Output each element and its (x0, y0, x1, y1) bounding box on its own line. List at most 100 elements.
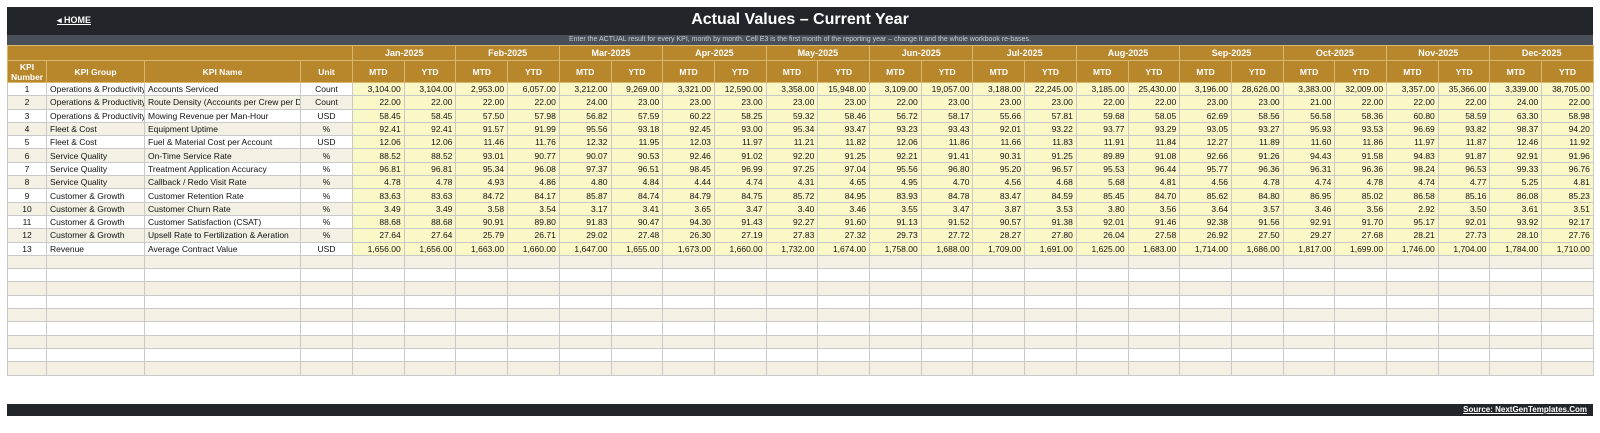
empty-cell[interactable] (300, 254, 353, 270)
ytd-value-cell[interactable]: 27.72 (920, 228, 974, 243)
empty-cell[interactable] (1541, 294, 1594, 310)
empty-cell[interactable] (1127, 308, 1181, 323)
empty-cell[interactable] (507, 308, 560, 323)
empty-cell[interactable] (817, 308, 871, 323)
mtd-value-cell[interactable]: 23.00 (972, 95, 1026, 110)
empty-cell[interactable] (403, 347, 457, 363)
empty-cell[interactable] (46, 281, 145, 296)
empty-cell[interactable] (920, 321, 974, 336)
mtd-value-cell[interactable]: 91.83 (558, 214, 612, 230)
empty-cell[interactable] (403, 321, 457, 336)
ytd-value-cell[interactable]: 91.02 (713, 148, 767, 163)
empty-cell[interactable] (507, 254, 560, 270)
mtd-value-cell[interactable]: 99.33 (1489, 161, 1543, 177)
ytd-value-cell[interactable]: 84.95 (817, 188, 871, 203)
mtd-value-cell[interactable]: 94.83 (1386, 148, 1439, 163)
ytd-value-cell[interactable]: 91.60 (817, 214, 871, 230)
empty-cell[interactable] (144, 334, 301, 349)
ytd-value-cell[interactable]: 27.68 (1334, 228, 1388, 243)
empty-cell[interactable] (1437, 347, 1491, 363)
empty-cell[interactable] (713, 294, 767, 310)
empty-cell[interactable] (507, 361, 560, 376)
empty-cell[interactable] (713, 321, 767, 336)
kpi-number-cell[interactable]: 3 (7, 108, 47, 123)
empty-cell[interactable] (1386, 254, 1439, 270)
mtd-value-cell[interactable]: 3,109.00 (869, 81, 922, 97)
empty-cell[interactable] (1489, 361, 1543, 376)
mtd-value-cell[interactable]: 3.80 (1075, 201, 1129, 216)
ytd-value-cell[interactable]: 85.02 (1334, 188, 1388, 203)
empty-cell[interactable] (1127, 294, 1181, 310)
mtd-value-cell[interactable]: 1,784.00 (1489, 241, 1543, 256)
empty-cell[interactable] (765, 334, 819, 349)
empty-cell[interactable] (300, 268, 353, 283)
ytd-value-cell[interactable]: 96.51 (610, 161, 664, 177)
unit-cell[interactable]: % (300, 161, 353, 177)
ytd-value-cell[interactable]: 58.36 (1334, 108, 1388, 123)
empty-cell[interactable] (455, 281, 509, 296)
mtd-value-cell[interactable]: 90.07 (558, 148, 612, 163)
empty-cell[interactable] (713, 254, 767, 270)
empty-cell[interactable] (1282, 254, 1336, 270)
empty-cell[interactable] (507, 321, 560, 336)
ytd-value-cell[interactable]: 93.00 (713, 121, 767, 137)
empty-cell[interactable] (972, 254, 1026, 270)
empty-cell[interactable] (1334, 294, 1388, 310)
mtd-value-cell[interactable]: 59.32 (765, 108, 819, 123)
mtd-value-cell[interactable]: 97.37 (558, 161, 612, 177)
mtd-value-cell[interactable]: 55.66 (972, 108, 1026, 123)
empty-cell[interactable] (1541, 347, 1594, 363)
ytd-value-cell[interactable]: 58.98 (1541, 108, 1594, 123)
empty-cell[interactable] (403, 361, 457, 376)
mtd-value-cell[interactable]: 12.06 (352, 135, 405, 150)
kpi-name-cell[interactable]: Equipment Uptime (144, 121, 301, 137)
unit-cell[interactable]: % (300, 175, 353, 190)
ytd-value-cell[interactable]: 11.87 (1437, 135, 1491, 150)
kpi-number-cell[interactable]: 5 (7, 135, 47, 150)
empty-cell[interactable] (144, 347, 301, 363)
mtd-value-cell[interactable]: 59.68 (1075, 108, 1129, 123)
ytd-value-cell[interactable]: 3.41 (610, 201, 664, 216)
ytd-value-cell[interactable]: 27.76 (1541, 228, 1594, 243)
mtd-value-cell[interactable]: 1,746.00 (1386, 241, 1439, 256)
empty-cell[interactable] (1024, 321, 1077, 336)
empty-cell[interactable] (300, 294, 353, 310)
empty-cell[interactable] (352, 254, 405, 270)
mtd-value-cell[interactable]: 95.17 (1386, 214, 1439, 230)
mtd-value-cell[interactable]: 11.60 (1282, 135, 1336, 150)
ytd-value-cell[interactable]: 4.81 (1541, 175, 1594, 190)
ytd-value-cell[interactable]: 19,057.00 (920, 81, 974, 97)
ytd-value-cell[interactable]: 4.86 (507, 175, 560, 190)
empty-cell[interactable] (1489, 294, 1543, 310)
ytd-value-cell[interactable]: 58.05 (1127, 108, 1181, 123)
empty-cell[interactable] (403, 281, 457, 296)
mtd-value-cell[interactable]: 95.56 (869, 161, 922, 177)
empty-cell[interactable] (869, 254, 922, 270)
kpi-number-cell[interactable]: 9 (7, 188, 47, 203)
ytd-value-cell[interactable]: 91.43 (713, 214, 767, 230)
ytd-value-cell[interactable]: 91.99 (507, 121, 560, 137)
mtd-value-cell[interactable]: 91.13 (869, 214, 922, 230)
empty-cell[interactable] (817, 294, 871, 310)
empty-cell[interactable] (662, 254, 715, 270)
ytd-value-cell[interactable]: 27.58 (1127, 228, 1181, 243)
empty-cell[interactable] (1179, 321, 1232, 336)
ytd-value-cell[interactable]: 1,699.00 (1334, 241, 1388, 256)
empty-cell[interactable] (1282, 347, 1336, 363)
mtd-value-cell[interactable]: 92.01 (1075, 214, 1129, 230)
empty-cell[interactable] (1437, 268, 1491, 283)
ytd-value-cell[interactable]: 22.00 (1437, 95, 1491, 110)
ytd-value-cell[interactable]: 4.68 (1024, 175, 1077, 190)
ytd-value-cell[interactable]: 3.57 (1230, 201, 1284, 216)
ytd-value-cell[interactable]: 91.25 (817, 148, 871, 163)
ytd-value-cell[interactable]: 11.86 (1334, 135, 1388, 150)
mtd-value-cell[interactable]: 84.79 (662, 188, 715, 203)
empty-cell[interactable] (610, 347, 664, 363)
empty-cell[interactable] (1386, 361, 1439, 376)
mtd-value-cell[interactable]: 85.72 (765, 188, 819, 203)
empty-cell[interactable] (507, 268, 560, 283)
kpi-name-cell[interactable]: Accounts Serviced (144, 81, 301, 97)
mtd-value-cell[interactable]: 29.02 (558, 228, 612, 243)
kpi-group-cell[interactable]: Customer & Growth (46, 214, 145, 230)
ytd-value-cell[interactable]: 27.80 (1024, 228, 1077, 243)
